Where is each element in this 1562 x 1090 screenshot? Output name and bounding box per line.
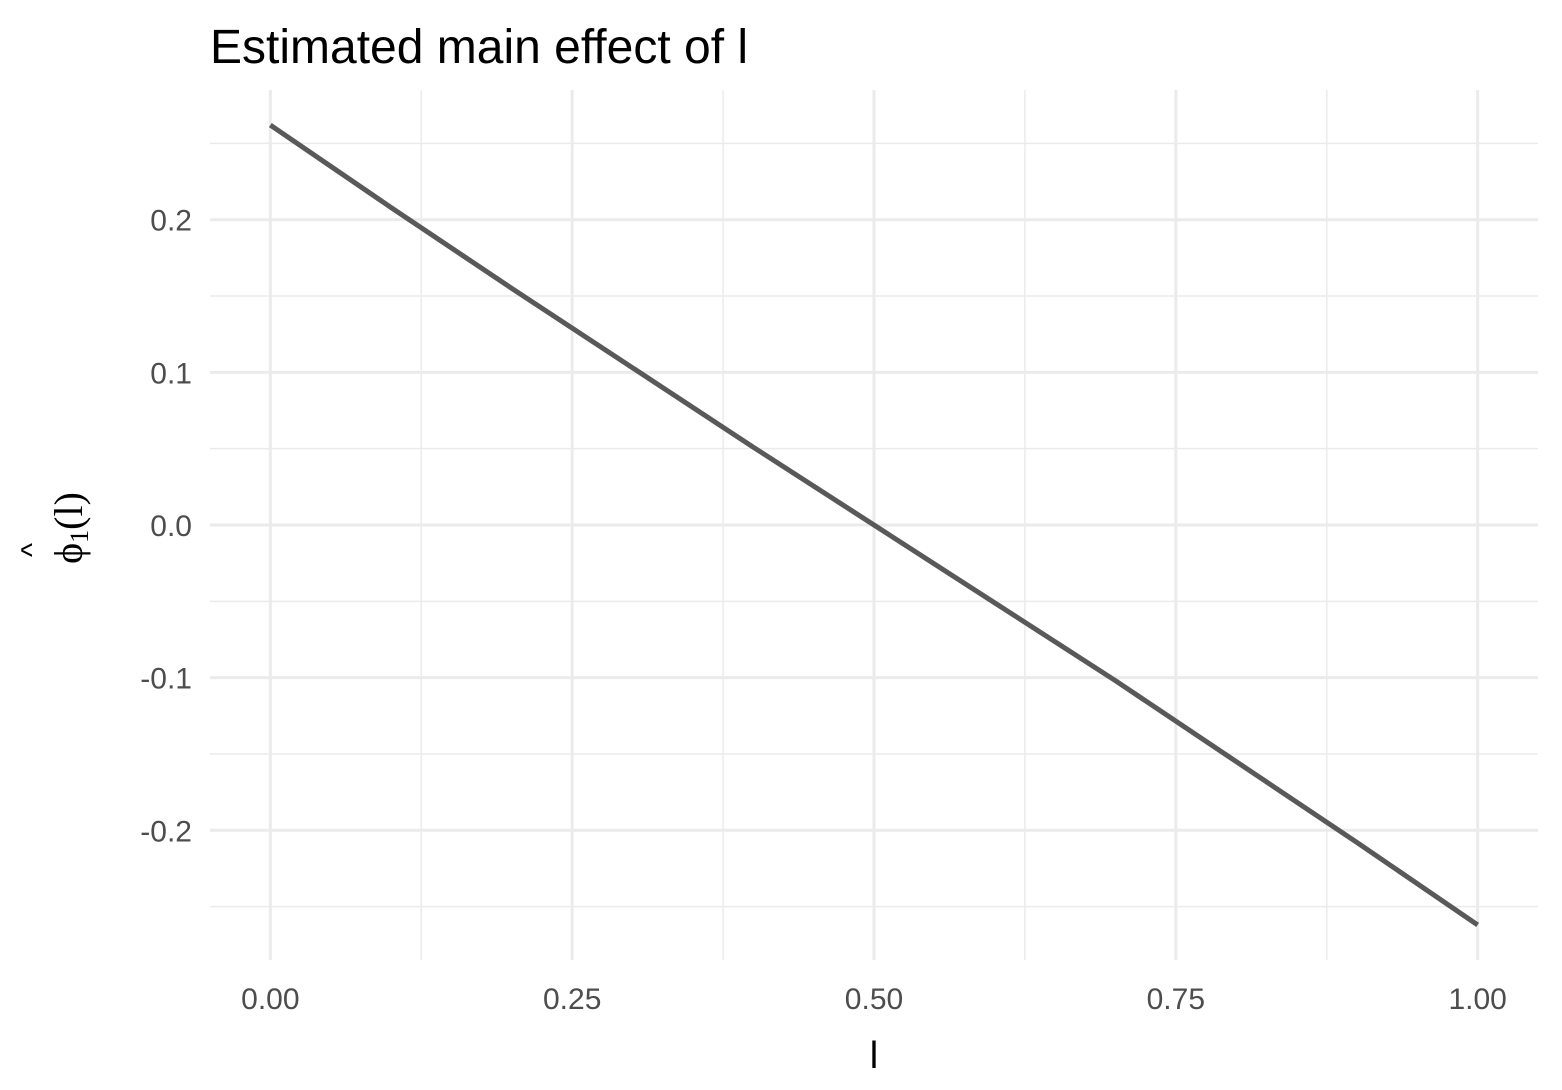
x-axis-label: l [870,1035,878,1077]
y-tick-label-4: 0.2 [150,205,192,238]
y-tick-labels: -0.2 -0.1 0.0 0.1 0.2 [140,205,192,849]
series-line-0 [268,123,1480,927]
y-tick-label-2: 0.0 [150,510,192,543]
y-tick-label-0: -0.2 [140,815,192,848]
y-tick-label-3: 0.1 [150,357,192,390]
x-tick-label-1: 0.25 [543,983,601,1016]
y-axis-label-symbol: ϕ [46,543,91,564]
series-layer [268,123,1480,927]
y-axis-label-hat: ^ [16,543,49,557]
chart-title: Estimated main effect of l [210,21,748,74]
x-tick-label-4: 1.00 [1448,983,1506,1016]
y-axis-label-text: ϕ1(l) [46,492,94,564]
y-tick-label-1: -0.1 [140,663,192,696]
y-axis-label-argument: (l) [46,492,91,530]
x-tick-label-0: 0.00 [241,983,299,1016]
y-axis-label-subscript: 1 [65,530,94,543]
x-tick-labels: 0.00 0.25 0.50 0.75 1.00 [241,983,1507,1016]
x-tick-label-2: 0.50 [845,983,903,1016]
x-tick-label-3: 0.75 [1147,983,1205,1016]
y-axis-label: ϕ1(l) ^ [16,492,94,564]
